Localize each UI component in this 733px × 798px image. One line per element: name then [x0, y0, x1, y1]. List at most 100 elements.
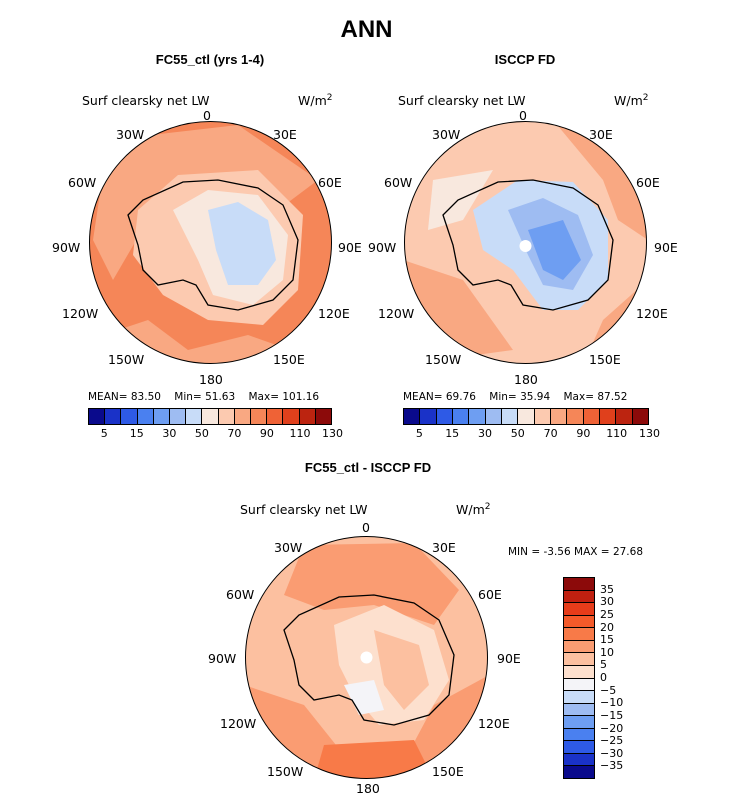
panel-3-colorbar-ticks: 35 30 25 20 15 10 5 0 −5 −10 −15 −20 −25 −30 −35	[600, 577, 640, 777]
colorbar-swatch	[564, 578, 594, 591]
panel-1-lon-90e: 90E	[338, 240, 362, 255]
colorbar-tick-label: 10	[600, 645, 614, 659]
panel-3-lon-60e: 60E	[478, 587, 502, 602]
panel-2-colorbar-ticks: 5 15 30 50 70 90 110 130	[403, 427, 660, 441]
colorbar-swatch	[564, 766, 594, 778]
colorbar-tick-label: 35	[600, 582, 614, 596]
colorbar-swatch	[534, 409, 551, 424]
colorbar-tick-label: 5	[600, 658, 607, 672]
colorbar-tick-label: 110	[606, 427, 628, 440]
colorbar-swatch	[105, 409, 122, 424]
colorbar-tick-label: 30	[478, 427, 492, 440]
panel-1-colorbar	[88, 408, 332, 425]
colorbar-swatch	[564, 640, 594, 654]
colorbar-swatch	[564, 590, 594, 604]
colorbar-swatch	[564, 728, 594, 742]
panel-3-lon-120e: 120E	[478, 716, 510, 731]
colorbar-swatch	[501, 409, 519, 424]
colorbar-swatch	[89, 409, 106, 424]
panel-3-coastline	[283, 594, 455, 726]
panel-3-map-border	[245, 536, 488, 779]
panel-1-map	[89, 121, 332, 364]
panel-3-map	[245, 536, 488, 779]
panel-3-lon-180: 180	[356, 781, 380, 796]
colorbar-swatch	[267, 409, 284, 424]
panel-2-lon-30w: 30W	[432, 127, 461, 142]
colorbar-tick-label: 15	[445, 427, 460, 440]
colorbar-tick-label: 15	[129, 427, 144, 440]
panel-1-variable: Surf clearsky net LW	[82, 93, 210, 108]
panel-2-coastline	[442, 179, 614, 311]
colorbar-swatch	[315, 409, 332, 424]
colorbar-swatch	[564, 703, 594, 717]
colorbar-swatch	[469, 409, 486, 424]
panel-2-pole-gap	[519, 240, 532, 252]
colorbar-swatch	[564, 678, 594, 692]
colorbar-swatch	[202, 409, 219, 424]
colorbar-swatch	[170, 409, 187, 424]
colorbar-swatch	[137, 409, 154, 424]
panel-2-variable: Surf clearsky net LW	[398, 93, 526, 108]
colorbar-tick-label: 90	[259, 427, 274, 440]
panel-3-title: FC55_ctl - ISCCP FD	[304, 460, 432, 475]
colorbar-tick-label: 90	[576, 427, 591, 440]
colorbar-tick-label: 5	[100, 427, 108, 440]
panel-2-title: ISCCP FD	[494, 52, 556, 67]
panel-1-lon-120e: 120E	[318, 306, 350, 321]
colorbar-swatch	[599, 409, 617, 424]
panel-2-lon-0: 0	[519, 108, 527, 123]
panel-2-lon-60e: 60E	[636, 175, 660, 190]
panel-1-stats: MEAN= 83.50 Min= 51.63 Max= 101.16	[88, 391, 320, 403]
panel-2-lon-120w: 120W	[378, 306, 415, 321]
panel-2-field-region	[428, 170, 493, 230]
colorbar-tick-label: 15	[600, 633, 614, 647]
panel-1-units: W/m2	[298, 93, 333, 109]
colorbar-swatch	[564, 615, 594, 629]
colorbar-swatch	[234, 409, 252, 424]
panel-3-lon-120w: 120W	[220, 716, 257, 731]
colorbar-tick-label: 110	[289, 427, 311, 440]
colorbar-tick-label: −20	[600, 721, 624, 735]
panel-2-lon-90w: 90W	[368, 240, 397, 255]
panel-1-lon-60e: 60E	[318, 175, 342, 190]
panel-2-lon-90e: 90E	[654, 240, 678, 255]
figure-title: ANN	[340, 16, 393, 43]
colorbar-tick-label: −35	[600, 759, 624, 773]
panel-3-colorbar	[563, 577, 595, 779]
panel-2-lon-60w: 60W	[384, 175, 413, 190]
panel-3-lon-90w: 90W	[208, 651, 237, 666]
colorbar-swatch	[436, 409, 453, 424]
panel-1-title: FC55_ctl (yrs 1-4)	[155, 52, 265, 67]
colorbar-swatch	[299, 409, 316, 424]
colorbar-swatch	[564, 741, 594, 754]
panel-3-lon-90e: 90E	[497, 651, 521, 666]
panel-1-lon-150e: 150E	[273, 352, 305, 367]
colorbar-tick-label: 50	[194, 427, 209, 440]
panel-3-lon-150e: 150E	[432, 764, 464, 779]
panel-1-lon-30w: 30W	[116, 127, 145, 142]
colorbar-tick-label: 0	[600, 671, 607, 684]
colorbar-tick-label: −30	[600, 746, 624, 760]
colorbar-tick-label: 50	[510, 427, 525, 440]
colorbar-swatch	[564, 603, 594, 616]
colorbar-swatch	[485, 409, 502, 424]
colorbar-swatch	[404, 409, 421, 424]
colorbar-swatch	[186, 409, 203, 424]
panel-2-lon-150e: 150E	[589, 352, 621, 367]
colorbar-tick-label: 25	[600, 607, 614, 621]
panel-1-map-border	[89, 121, 332, 364]
colorbar-swatch	[218, 409, 235, 424]
colorbar-swatch	[251, 409, 268, 424]
colorbar-tick-label: −5	[600, 683, 617, 697]
panel-3-units: W/m2	[456, 502, 491, 518]
panel-1-field-region	[208, 202, 276, 285]
colorbar-swatch	[550, 409, 568, 424]
panel-2-lon-120e: 120E	[636, 306, 668, 321]
colorbar-tick-label: −25	[600, 734, 624, 748]
colorbar-swatch	[616, 409, 633, 424]
panel-3-lon-0: 0	[362, 520, 370, 535]
panel-3-stats: MIN = -3.56 MAX = 27.68	[508, 546, 643, 558]
colorbar-swatch	[564, 628, 594, 641]
panel-2-field-region	[528, 220, 581, 280]
colorbar-swatch	[283, 409, 300, 424]
